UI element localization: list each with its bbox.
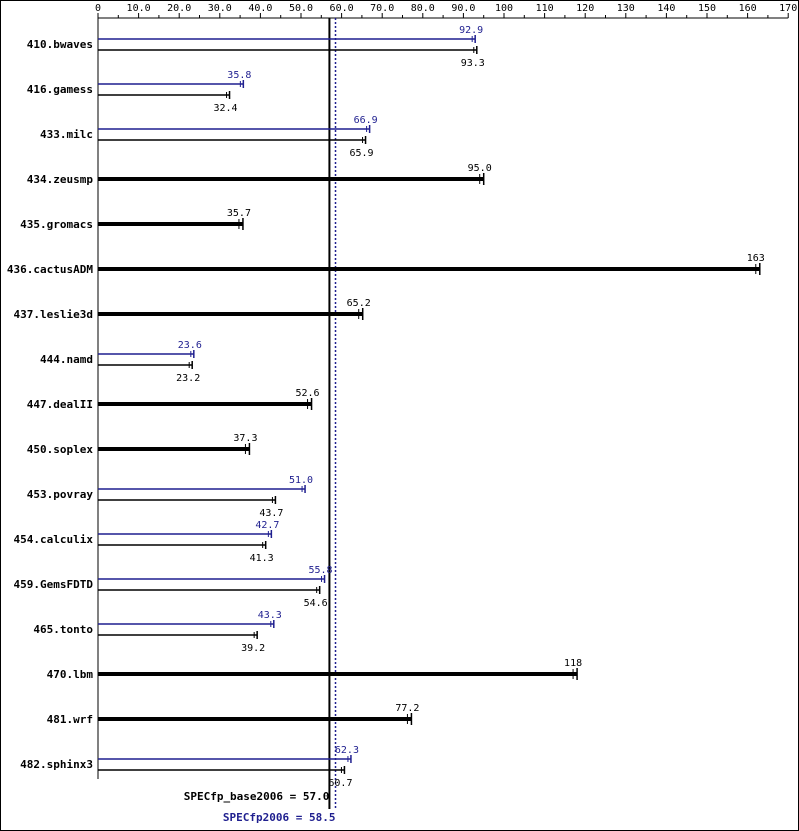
x-tick-label: 110 <box>536 3 554 14</box>
x-tick-label: 40.0 <box>248 3 272 14</box>
peak-value-label: 42.7 <box>255 520 279 531</box>
base-value-label: 93.3 <box>461 58 485 69</box>
base-value-label: 60.7 <box>328 778 352 789</box>
base-value-label: 118 <box>564 658 582 669</box>
benchmark-label: 481.wrf <box>47 713 93 726</box>
benchmark-label: 459.GemsFDTD <box>14 578 94 591</box>
base-value-label: 54.6 <box>304 598 328 609</box>
peak-value-label: 55.8 <box>309 565 333 576</box>
benchmark-label: 447.dealII <box>27 398 93 411</box>
peak-value-label: 35.8 <box>227 70 251 81</box>
benchmark-label: 436.cactusADM <box>7 263 93 276</box>
x-tick-label: 130 <box>617 3 635 14</box>
benchmark-label: 416.gamess <box>27 83 93 96</box>
benchmark-label: 470.lbm <box>47 668 94 681</box>
x-axis: 0 10.0 20.0 30.0 40.0 50.0 60.0 70.0 80.0 90.0 100… <box>95 3 797 779</box>
base-value-label: 163 <box>747 253 765 264</box>
benchmark-label: 450.soplex <box>27 443 94 456</box>
base-value-label: 23.2 <box>176 373 200 384</box>
labels: 410.bwaves 92.9 93.3 416.gamess 35.8 32.4 433.… <box>7 25 765 824</box>
benchmark-label: 434.zeusmp <box>27 173 94 186</box>
base-value-label: 37.3 <box>233 433 257 444</box>
benchmark-label: 437.leslie3d <box>14 308 93 321</box>
benchmark-label: 433.milc <box>40 128 93 141</box>
x-tick-label: 170 <box>779 3 797 14</box>
reference-lines <box>328 18 337 809</box>
benchmark-label: 482.sphinx3 <box>20 758 93 771</box>
x-tick-label: 140 <box>657 3 675 14</box>
benchmark-label: 410.bwaves <box>27 38 93 51</box>
base-value-label: 39.2 <box>241 643 265 654</box>
base-summary-label: SPECfp_base2006 = 57.0 <box>184 790 330 803</box>
benchmark-label: 453.povray <box>27 488 94 501</box>
base-value-label: 95.0 <box>468 163 492 174</box>
x-tick-label: 160 <box>739 3 757 14</box>
peak-value-label: 23.6 <box>178 340 202 351</box>
x-tick-label: 80.0 <box>411 3 435 14</box>
x-tick-label: 50.0 <box>289 3 313 14</box>
base-value-label: 65.9 <box>350 148 374 159</box>
base-value-label: 65.2 <box>347 298 371 309</box>
base-value-label: 52.6 <box>296 388 320 399</box>
benchmark-label: 444.namd <box>40 353 93 366</box>
x-tick-label: 150 <box>698 3 716 14</box>
x-tick-label: 20.0 <box>167 3 191 14</box>
base-value-label: 41.3 <box>250 553 274 564</box>
peak-summary-label: SPECfp2006 = 58.5 <box>223 811 336 824</box>
peak-value-label: 51.0 <box>289 475 313 486</box>
base-value-label: 77.2 <box>395 703 419 714</box>
x-tick-label: 60.0 <box>330 3 354 14</box>
x-tick-label: 0 <box>95 3 101 14</box>
base-value-label: 35.7 <box>227 208 251 219</box>
x-tick-label: 90.0 <box>451 3 475 14</box>
x-tick-label: 120 <box>576 3 594 14</box>
x-tick-label: 30.0 <box>208 3 232 14</box>
peak-value-label: 66.9 <box>354 115 378 126</box>
x-tick-label: 10.0 <box>127 3 151 14</box>
benchmark-label: 435.gromacs <box>20 218 93 231</box>
x-tick-label: 100 <box>495 3 513 14</box>
benchmark-label: 465.tonto <box>33 623 93 636</box>
x-tick-label: 70.0 <box>370 3 394 14</box>
peak-value-label: 62.3 <box>335 745 359 756</box>
benchmark-label: 454.calculix <box>14 533 94 546</box>
bars <box>98 35 761 774</box>
peak-value-label: 92.9 <box>459 25 483 36</box>
peak-value-label: 43.3 <box>258 610 282 621</box>
base-value-label: 32.4 <box>213 103 237 114</box>
base-value-label: 43.7 <box>259 508 283 519</box>
